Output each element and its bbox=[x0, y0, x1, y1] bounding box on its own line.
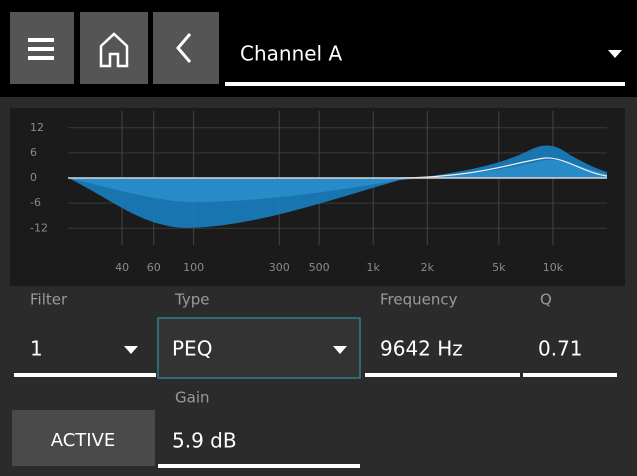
y-tick-label: -6 bbox=[30, 196, 41, 209]
button-label: ACTIVE bbox=[51, 430, 116, 451]
filter-curve bbox=[399, 157, 608, 179]
gain-input[interactable]: 5.9 dB bbox=[158, 429, 360, 469]
x-tick-label: 10k bbox=[543, 261, 564, 274]
type-select[interactable]: PEQ bbox=[157, 317, 361, 379]
eq-curve bbox=[68, 145, 608, 228]
filter-select[interactable]: 1 bbox=[14, 337, 156, 378]
y-tick-label: -12 bbox=[30, 221, 48, 234]
filter-label: Filter bbox=[30, 291, 68, 309]
underline bbox=[523, 373, 617, 377]
dropdown-arrow bbox=[124, 346, 138, 354]
dropdown-arrow bbox=[608, 50, 622, 58]
active-button[interactable]: ACTIVE bbox=[12, 410, 155, 466]
q-input[interactable]: 0.71 bbox=[523, 337, 617, 378]
x-tick-label: 60 bbox=[147, 261, 161, 274]
q-label: Q bbox=[540, 291, 552, 309]
underline bbox=[365, 373, 520, 377]
type-label: Type bbox=[174, 291, 209, 309]
home-button[interactable] bbox=[80, 12, 148, 84]
menu-button[interactable] bbox=[10, 12, 74, 84]
response-area bbox=[68, 145, 607, 228]
underline bbox=[225, 82, 625, 86]
x-tick-label: 300 bbox=[269, 261, 290, 274]
gain-label: Gain bbox=[175, 389, 210, 407]
type-value: PEQ bbox=[172, 337, 212, 361]
x-tick-label: 1k bbox=[367, 261, 381, 274]
select-box bbox=[157, 317, 361, 379]
dropdown-arrow bbox=[333, 346, 347, 354]
underline bbox=[158, 464, 360, 468]
back-button[interactable] bbox=[153, 12, 219, 84]
x-tick-label: 5k bbox=[492, 261, 506, 274]
x-tick-label: 500 bbox=[309, 261, 330, 274]
y-tick-label: 6 bbox=[30, 146, 37, 159]
frequency-label: Frequency bbox=[380, 291, 458, 309]
underline bbox=[14, 373, 156, 377]
frequency-value: 9642 Hz bbox=[380, 337, 463, 361]
channel-select[interactable]: Channel A bbox=[225, 42, 625, 87]
gain-value: 5.9 dB bbox=[172, 429, 237, 453]
x-tick-label: 40 bbox=[115, 261, 129, 274]
x-tick-label: 2k bbox=[421, 261, 435, 274]
response-area-light bbox=[68, 159, 607, 202]
button-bg bbox=[12, 410, 155, 466]
y-tick-label: 0 bbox=[30, 171, 37, 184]
x-tick-label: 100 bbox=[183, 261, 204, 274]
filter-value: 1 bbox=[30, 337, 43, 361]
y-tick-label: 12 bbox=[30, 121, 44, 134]
q-value: 0.71 bbox=[538, 337, 583, 361]
channel-name: Channel A bbox=[240, 42, 342, 66]
frequency-input[interactable]: 9642 Hz bbox=[365, 337, 520, 378]
